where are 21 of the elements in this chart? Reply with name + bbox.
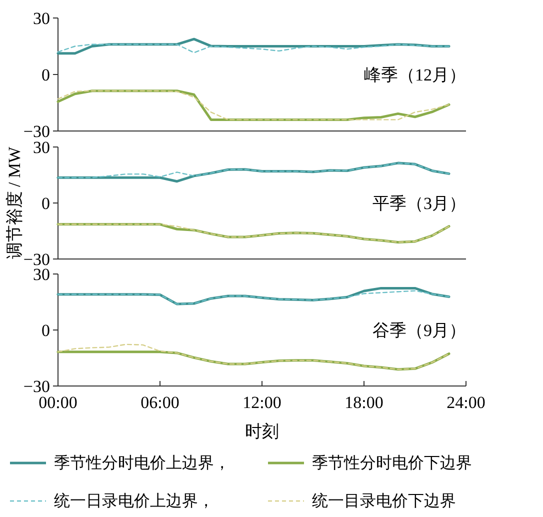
x-tick-label: 24:00 — [446, 393, 486, 412]
annotation: 平季（3月） — [372, 194, 466, 213]
legend-label: 季节性分时电价下边界 — [312, 454, 472, 472]
y-tick-label: 0 — [42, 321, 50, 340]
x-tick-label: 06:00 — [140, 393, 180, 412]
y-axis-title: 调节裕度 / MW — [5, 146, 24, 260]
legend-label: 统一目录电价下边界 — [312, 492, 456, 510]
y-tick-label: 0 — [42, 66, 50, 84]
x-axis-title: 时刻 — [245, 422, 279, 441]
y-tick-label: −30 — [23, 377, 50, 396]
y-tick-label: 0 — [42, 194, 50, 213]
x-tick-label: 18:00 — [344, 393, 384, 412]
y-tick-label: −30 — [23, 122, 50, 141]
legend-label: 季节性分时电价上边界， — [54, 454, 230, 472]
x-tick-label: 00:00 — [38, 393, 78, 412]
annotation: 谷季（9月） — [372, 321, 466, 340]
y-tick-label: 30 — [33, 138, 50, 157]
y-tick-label: 30 — [33, 9, 50, 28]
legend-label: 统一日录电价上边界， — [54, 492, 214, 510]
x-tick-label: 12:00 — [242, 393, 282, 412]
annotation: 峰季（12月） — [364, 66, 466, 84]
